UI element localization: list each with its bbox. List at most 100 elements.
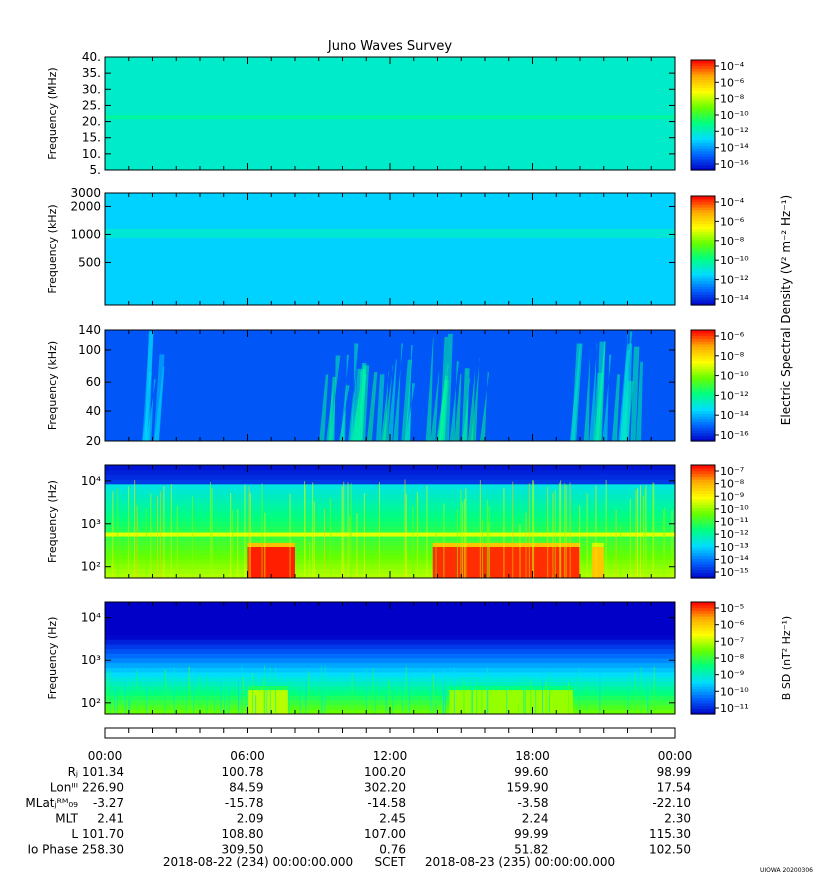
colorbar-segment — [691, 541, 715, 545]
colorbar-segment — [691, 209, 715, 213]
radio-burst — [366, 372, 378, 441]
colorbar-segment — [691, 360, 715, 364]
spectral-band — [105, 662, 675, 668]
colorbar-segment — [691, 481, 715, 486]
ephemeris-value: 99.60 — [514, 765, 548, 779]
radio-burst — [461, 368, 470, 441]
ephemeris-value: 0.76 — [379, 843, 406, 857]
colorbar-segment — [691, 341, 715, 345]
colorbar-segment — [691, 399, 715, 403]
ephemeris-value: 51.82 — [514, 843, 548, 857]
y-tick-label: 3000 — [70, 186, 101, 200]
spectral-band — [105, 681, 675, 687]
colorbar-segment — [691, 215, 715, 219]
colorbar-segment — [691, 697, 715, 701]
colorbar-segment — [691, 288, 715, 292]
y-tick-label: 10. — [82, 147, 101, 161]
ephemeris-label: MLT — [55, 812, 78, 826]
colorbar-segment — [691, 84, 715, 89]
colorbar-segment — [691, 255, 715, 260]
colorbar-segment — [691, 150, 715, 155]
spectral-band — [105, 474, 675, 480]
colorbar-segment — [691, 708, 715, 712]
colorbar-segment — [691, 658, 715, 662]
colorbar-segment — [691, 493, 715, 497]
colorbar-segment — [691, 429, 715, 434]
radio-burst — [376, 374, 385, 441]
enhanced-emission-region — [247, 690, 288, 714]
colorbar-segment — [691, 421, 715, 425]
colorbar-segment — [691, 566, 715, 571]
colorbar-segment — [691, 217, 715, 222]
colorbar-segment — [691, 236, 715, 241]
spectral-band — [105, 690, 675, 696]
ephemeris-value: -15.78 — [225, 796, 264, 810]
colorbar-segment — [691, 470, 715, 475]
y-tick-label: 10³ — [81, 517, 101, 531]
colorbar-tick-label: 10⁻⁷ — [720, 465, 744, 478]
y-tick-label: 10⁴ — [81, 611, 101, 625]
spectral-band — [105, 616, 675, 622]
time-tick-label: 12:00 — [373, 749, 408, 763]
spectral-band — [105, 549, 675, 555]
colorbar-segment — [691, 672, 715, 676]
colorbar-segment — [691, 652, 715, 656]
time-tick-label: 00:00 — [88, 749, 123, 763]
enhanced-emission-edge — [432, 542, 580, 547]
colorbar-tick-label: 10⁻⁶ — [720, 619, 745, 632]
colorbar-segment — [691, 635, 715, 639]
spectral-band — [105, 700, 675, 706]
radio-burst — [602, 354, 612, 441]
radio-burst — [596, 341, 606, 441]
colorbar-segment — [691, 377, 715, 381]
colorbar-segment — [691, 413, 715, 417]
colorbar-segment — [691, 291, 715, 295]
colorbar-segment — [691, 112, 715, 116]
spectral-band — [105, 469, 675, 475]
ephemeris-label: Rⱼ — [68, 765, 78, 779]
colorbar-segment — [691, 510, 715, 514]
colorbar-shared-label: Electric Spectral Density (V² m⁻² Hz⁻¹) — [779, 195, 793, 425]
colorbar-segment — [691, 128, 715, 133]
colorbar-tick-label: 10⁻¹¹ — [720, 702, 749, 715]
colorbar-segment — [691, 655, 715, 659]
spectral-band — [105, 545, 675, 551]
ephemeris-value: 302.20 — [364, 781, 406, 795]
colorbar-segment — [691, 161, 715, 166]
colorbar-segment — [691, 638, 715, 642]
colorbar-segment — [691, 354, 715, 359]
spectral-band — [105, 479, 675, 485]
spectral-band — [105, 507, 675, 513]
colorbar-segment — [691, 402, 715, 406]
spectral-band — [105, 639, 675, 645]
ephemeris-label: L — [71, 827, 78, 841]
ephemeris-value: 100.20 — [364, 765, 406, 779]
colorbar-tick-label: 10⁻⁶ — [720, 76, 745, 89]
colorbar-segment — [691, 349, 715, 353]
colorbar-segment — [691, 393, 715, 398]
colorbar-segment — [691, 418, 715, 423]
colorbar-segment — [691, 569, 715, 573]
enhanced-emission-region — [449, 690, 573, 714]
y-tick-label: 500 — [78, 255, 101, 269]
colorbar-segment — [691, 646, 715, 651]
colorbar-segment — [691, 137, 715, 141]
radio-burst — [449, 361, 459, 441]
colorbar-tick-label: 10⁻⁷ — [720, 635, 744, 648]
colorbar-segment — [691, 610, 715, 614]
spectral-band — [105, 554, 675, 560]
colorbar-segment — [691, 618, 715, 623]
colorbar-segment — [691, 711, 715, 715]
colorbar-segment — [691, 382, 715, 387]
colorbar-tick-label: 10⁻⁸ — [720, 235, 745, 248]
colorbar-segment — [691, 604, 715, 609]
colorbar-segment — [691, 269, 715, 273]
colorbar-segment — [691, 538, 715, 542]
colorbar-segment — [691, 346, 715, 351]
colorbar-segment — [691, 275, 715, 279]
spectral-band — [105, 497, 675, 504]
y-tick-label: 2000 — [70, 199, 101, 213]
spectral-band — [105, 502, 675, 508]
radio-burst — [401, 359, 413, 441]
colorbar-tick-label: 10⁻¹⁰ — [720, 254, 749, 267]
